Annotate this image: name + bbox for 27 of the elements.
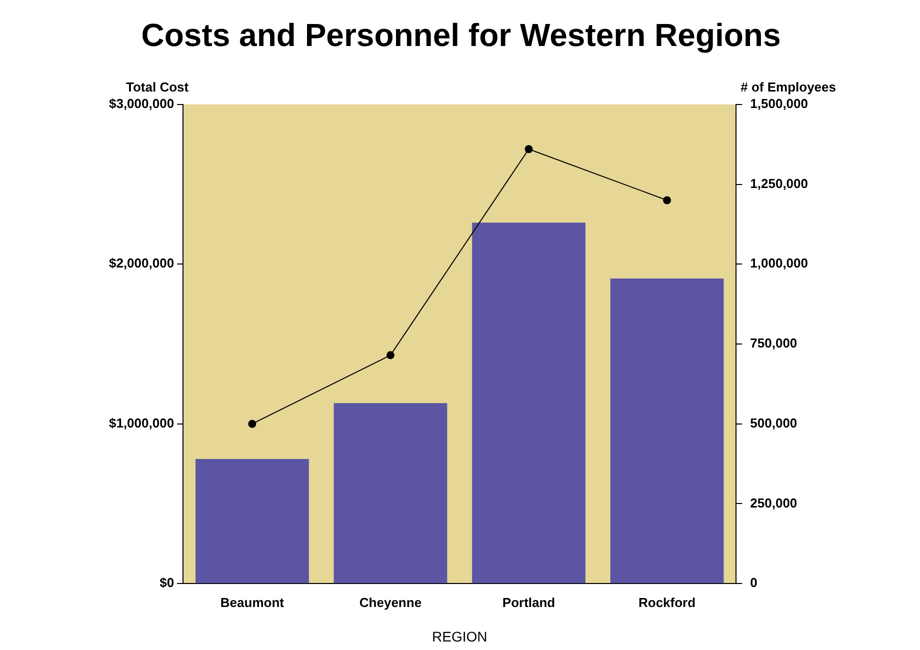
y2-tick-label: 1,250,000 [750,176,808,191]
bar [472,222,586,584]
x-tick-label: Beaumont [220,594,285,610]
x-tick-label: Rockford [638,594,696,610]
bar [610,278,724,584]
y2-tick-label: 500,000 [750,415,798,430]
bar [196,459,309,584]
x-axis-title: REGION [432,628,488,644]
point [248,420,256,428]
y-axis-title: Total Cost [126,79,190,94]
y-tick-label: $3,000,000 [108,96,174,111]
y2-tick-label: 250,000 [750,495,798,510]
y-tick-label: $1,000,000 [108,415,174,430]
point [663,196,672,204]
y2-tick-label: 0 [750,575,758,590]
y-tick-label: $0 [160,575,174,590]
point [386,351,394,360]
bar [334,403,448,584]
y2-axis-title: # of Employees [740,79,836,94]
y2-tick-label: 1,000,000 [750,256,808,271]
x-tick-label: Cheyenne [359,594,422,610]
y2-tick-label: 750,000 [750,336,798,351]
y-tick-label: $2,000,000 [108,256,174,271]
chart-title: Costs and Personnel for Western Regions [141,17,781,54]
x-tick-label: Portland [502,594,556,610]
point [524,145,533,154]
y2-tick-label: 1,500,000 [750,96,808,111]
